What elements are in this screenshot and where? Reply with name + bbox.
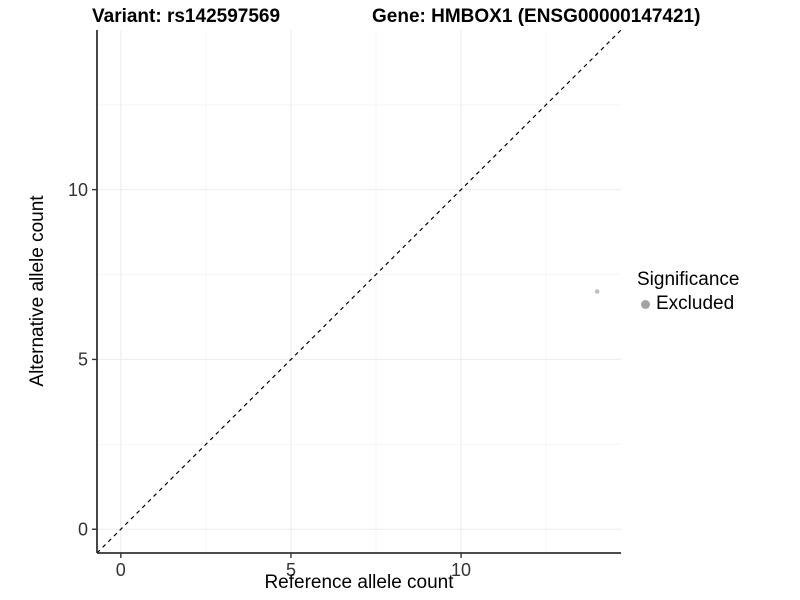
y-tick-label: 0 [78, 520, 88, 540]
data-point [594, 289, 600, 294]
legend-item-label: Excluded [656, 293, 735, 314]
variant-title: Variant: rs142597569 [92, 6, 281, 27]
excluded-point-icon [641, 299, 650, 309]
y-tick-label: 10 [68, 180, 88, 200]
legend-title: Significance [637, 269, 740, 290]
x-tick-label: 10 [451, 560, 471, 580]
legend-item-excluded: Excluded [637, 293, 739, 315]
x-tick-label: 5 [286, 560, 296, 580]
y-axis-title: Alternative allele count [27, 195, 48, 387]
legend: Significance Excluded [637, 269, 739, 315]
identity-reference-line [96, 29, 622, 554]
gene-title: Gene: HMBOX1 (ENSG00000147421) [372, 6, 701, 27]
x-tick-label: 0 [116, 560, 126, 580]
y-tick-label: 5 [78, 350, 88, 370]
x-axis-title: Reference allele count [264, 572, 454, 593]
